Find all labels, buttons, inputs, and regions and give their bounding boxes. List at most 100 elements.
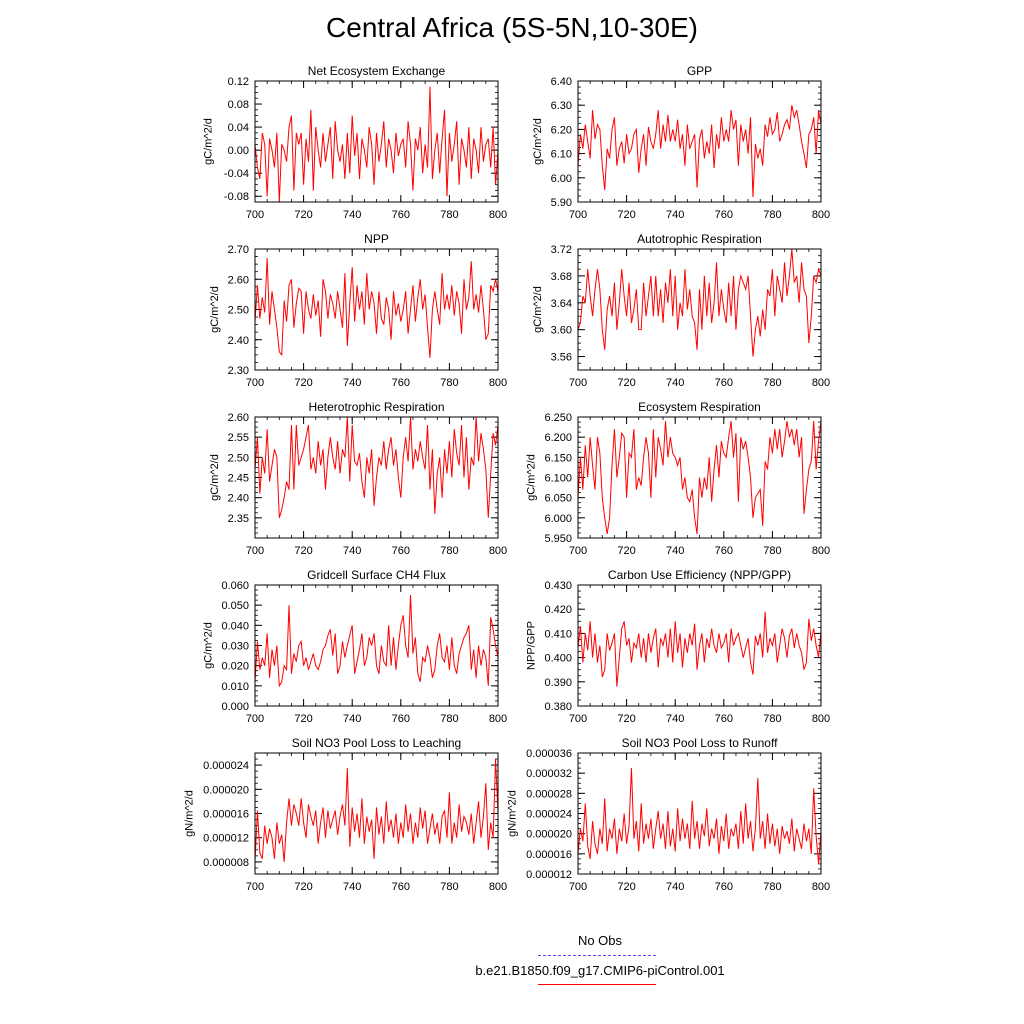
- legend-label-no-obs: No Obs: [577, 933, 623, 948]
- chart-panel: Heterotrophic Respiration 700 720 740 760 780…: [209, 400, 507, 557]
- y-tick-label: -0.08: [224, 191, 249, 203]
- y-tick-label: 6.200: [544, 432, 572, 444]
- x-tick-label: 780: [440, 209, 458, 221]
- plot-frame: [254, 248, 499, 371]
- y-tick-label: 6.100: [544, 473, 572, 485]
- chart-panel: Soil NO3 Pool Loss to Runoff 700 720 740 760…: [507, 736, 831, 893]
- x-tick-label: 780: [440, 881, 458, 893]
- x-tick-label: 740: [666, 881, 684, 893]
- x-tick-label: 760: [392, 881, 410, 893]
- y-tick-label: 0.430: [544, 580, 572, 592]
- x-tick-label: 760: [715, 881, 733, 893]
- y-tick-label: 0.390: [544, 677, 572, 689]
- x-tick-label: 760: [715, 377, 733, 389]
- y-tick-label: 3.72: [551, 244, 572, 256]
- y-tick-label: 2.30: [228, 365, 249, 377]
- y-tick-label: 0.410: [544, 628, 572, 640]
- x-tick-label: 780: [763, 209, 781, 221]
- y-axis-label: gC/m^2/d: [209, 286, 221, 333]
- chart-panel: NPP 700 720 740 760 780 800 2.30 2.40 2.50 2.60 2.7…: [209, 232, 507, 389]
- x-tick-label: 700: [246, 881, 264, 893]
- plot-frame: [577, 416, 822, 539]
- x-tick-label: 720: [617, 713, 635, 725]
- x-tick-label: 740: [666, 209, 684, 221]
- plot-frame: [577, 584, 822, 707]
- x-tick-label: 700: [246, 377, 264, 389]
- legend-line-no-obs: [538, 955, 656, 956]
- series-line: [577, 248, 822, 357]
- plot-frame: [577, 80, 822, 203]
- chart-panel: Autotrophic Respiration 700 720 740 760 780 80…: [532, 232, 830, 389]
- y-tick-label: 6.30: [551, 100, 572, 112]
- x-tick-label: 760: [715, 545, 733, 557]
- y-tick-label: 0.000028: [526, 788, 572, 800]
- panel-title: Soil NO3 Pool Loss to Leaching: [292, 736, 461, 750]
- y-tick-label: 3.64: [551, 298, 572, 310]
- x-tick-label: 720: [617, 545, 635, 557]
- y-tick-label: 6.150: [544, 452, 572, 464]
- chart-panel: Ecosystem Respiration 700 720 740 760 780 800 5…: [526, 400, 831, 557]
- y-axis-label: gC/m^2/d: [203, 118, 215, 165]
- y-tick-label: 0.000012: [526, 869, 572, 881]
- x-tick-label: 800: [489, 545, 507, 557]
- y-tick-label: 0.380: [544, 701, 572, 713]
- panel-title: Net Ecosystem Exchange: [308, 64, 446, 78]
- plot-frame: [254, 416, 499, 539]
- panel-title: Carbon Use Efficiency (NPP/GPP): [608, 568, 791, 582]
- y-tick-label: 3.56: [551, 352, 572, 364]
- y-tick-label: 3.68: [551, 271, 572, 283]
- x-tick-label: 720: [617, 377, 635, 389]
- x-tick-label: 700: [246, 713, 264, 725]
- chart-panel: Gridcell Surface CH4 Flux 700 720 740 760 780…: [203, 568, 508, 725]
- x-tick-label: 720: [294, 881, 312, 893]
- panel-title: Soil NO3 Pool Loss to Runoff: [622, 736, 779, 750]
- y-tick-label: 0.000036: [526, 748, 572, 760]
- y-tick-label: 5.950: [544, 533, 572, 545]
- x-tick-label: 780: [763, 881, 781, 893]
- series-line: [577, 611, 822, 687]
- y-tick-label: 0.000016: [526, 849, 572, 861]
- x-tick-label: 700: [569, 545, 587, 557]
- x-tick-label: 700: [569, 713, 587, 725]
- y-tick-label: 6.050: [544, 493, 572, 505]
- y-tick-label: 2.40: [228, 335, 249, 347]
- y-axis-label: gN/m^2/d: [507, 790, 519, 837]
- y-tick-label: 0.010: [221, 681, 249, 693]
- x-tick-label: 760: [715, 713, 733, 725]
- chart-panel: GPP 700 720 740 760 780 800 5.90 6.00 6.10 6.20 6.3…: [532, 64, 830, 221]
- x-tick-label: 720: [294, 209, 312, 221]
- y-axis-label: gC/m^2/d: [532, 286, 544, 333]
- y-tick-label: 2.50: [228, 305, 249, 317]
- panel-title: NPP: [364, 232, 389, 246]
- y-tick-label: 6.40: [551, 76, 572, 88]
- y-tick-label: 0.000008: [203, 857, 249, 869]
- x-tick-label: 720: [294, 377, 312, 389]
- y-tick-label: 0.000024: [203, 760, 249, 772]
- panel-title: Heterotrophic Respiration: [308, 400, 444, 414]
- y-tick-label: 2.50: [228, 452, 249, 464]
- x-tick-label: 800: [489, 377, 507, 389]
- x-tick-label: 780: [440, 377, 458, 389]
- series-line: [254, 258, 499, 358]
- legend-line-model: [538, 984, 656, 985]
- x-tick-label: 700: [569, 377, 587, 389]
- y-tick-label: 0.030: [221, 641, 249, 653]
- x-tick-label: 760: [392, 713, 410, 725]
- x-tick-label: 760: [715, 209, 733, 221]
- x-tick-label: 780: [763, 545, 781, 557]
- series-line: [577, 768, 822, 864]
- x-tick-label: 760: [392, 377, 410, 389]
- y-axis-label: gC/m^2/d: [532, 118, 544, 165]
- x-tick-label: 800: [812, 209, 830, 221]
- x-tick-label: 800: [489, 881, 507, 893]
- x-tick-label: 740: [343, 881, 361, 893]
- x-tick-label: 740: [343, 713, 361, 725]
- x-tick-label: 700: [569, 881, 587, 893]
- figure-title: Central Africa (5S-5N,10-30E): [326, 12, 698, 43]
- y-tick-label: 0.060: [221, 580, 249, 592]
- y-tick-label: 0.050: [221, 600, 249, 612]
- y-tick-label: 0.000020: [203, 784, 249, 796]
- legend-label-model: b.e21.B1850.f09_g17.CMIP6-piControl.001: [475, 963, 725, 978]
- y-tick-label: 2.60: [228, 274, 249, 286]
- chart-panel: Soil NO3 Pool Loss to Leaching 700 720 740 7…: [184, 736, 508, 893]
